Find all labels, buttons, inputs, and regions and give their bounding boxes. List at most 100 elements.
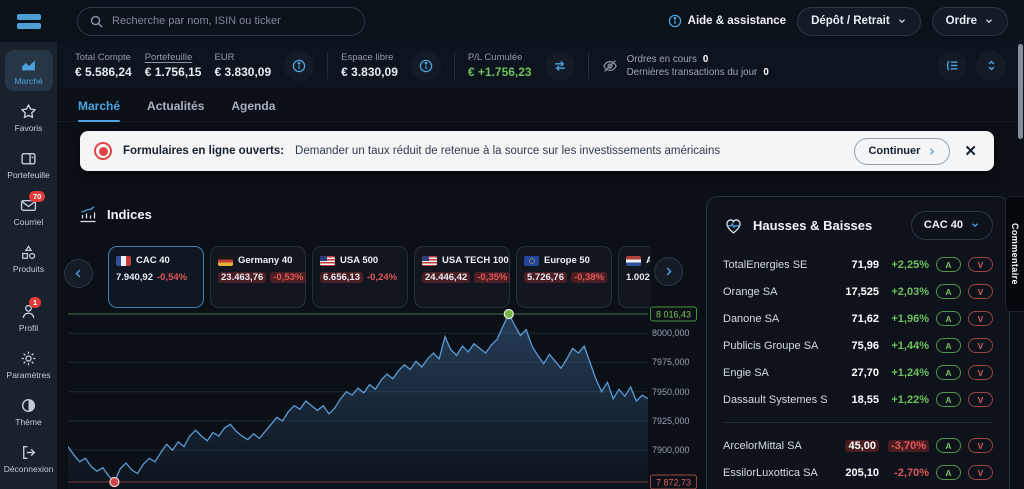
- notification-banner: Formulaires en ligne ouverts: Demander u…: [80, 131, 994, 171]
- sell-button[interactable]: V: [968, 338, 993, 353]
- sell-button[interactable]: V: [968, 311, 993, 326]
- top-actions: Aide & assistance Dépôt / Retrait Ordre: [668, 7, 1024, 36]
- indices-carousel: CAC 407.940,92-0,54%Germany 4023.463,76-…: [78, 246, 650, 310]
- info-icon-button[interactable]: [284, 51, 314, 81]
- sell-button[interactable]: V: [968, 465, 993, 480]
- buy-button[interactable]: A: [936, 338, 961, 353]
- buy-button[interactable]: A: [936, 365, 961, 380]
- buy-button[interactable]: A: [936, 438, 961, 453]
- mover-name: EssilorLuxottica SA: [723, 467, 827, 479]
- mover-row-dassault-systemes-se[interactable]: Dassault Systemes SE18,55+1,22%AV: [723, 386, 993, 413]
- index-card-germany-40[interactable]: Germany 4023.463,76-0,53%: [210, 246, 306, 308]
- mover-change: +1,22%: [879, 394, 929, 406]
- buy-button[interactable]: A: [936, 392, 961, 407]
- orders-label: Ordres en cours: [627, 54, 697, 65]
- activity-log-button[interactable]: [937, 51, 967, 81]
- help-link[interactable]: Aide & assistance: [668, 14, 786, 28]
- mover-price-flash: 45,00: [845, 440, 879, 452]
- deposit-withdraw-label: Dépôt / Retrait: [811, 15, 890, 27]
- mover-change-flash: -3,70%: [888, 440, 929, 452]
- account-segment-label: Espace libre: [341, 52, 398, 63]
- account-segment-label[interactable]: Portefeuille: [145, 52, 202, 63]
- session-high-badge: 8 016,43: [650, 307, 697, 322]
- y-axis-tick: 7950,000: [652, 387, 690, 397]
- sidebar-item-produits[interactable]: Produits: [5, 238, 53, 279]
- buy-button[interactable]: A: [936, 257, 961, 272]
- sell-button[interactable]: V: [968, 392, 993, 407]
- mover-row-totalenergies-se[interactable]: TotalEnergies SE71,99+2,25%AV: [723, 251, 993, 278]
- index-filter-value: CAC 40: [924, 219, 963, 231]
- sidebar-item-label: Favoris: [15, 123, 43, 133]
- tab-agenda[interactable]: Agenda: [231, 90, 275, 121]
- mover-row-arcelormittal-sa[interactable]: ArcelorMittal SA45,00-3,70%AV: [723, 432, 993, 459]
- mover-row-essilorluxottica-sa[interactable]: EssilorLuxottica SA205,10-2,70%AV: [723, 459, 993, 486]
- mover-change: +2,03%: [879, 286, 929, 298]
- sidebar-item-deconnexion[interactable]: Déconnexion: [5, 438, 53, 479]
- top-bar: Recherche par nom, ISIN ou ticker Aide &…: [57, 0, 1024, 42]
- sidebar-item-marche[interactable]: Marché: [5, 50, 53, 91]
- sell-button[interactable]: V: [968, 284, 993, 299]
- mover-row-orange-sa[interactable]: Orange SA17,525+2,03% AV: [723, 278, 993, 305]
- index-card-usa-500[interactable]: USA 5006.656,13-0,24%: [312, 246, 408, 308]
- notification-badge: 1: [29, 297, 41, 308]
- sidebar-item-theme[interactable]: Thème: [5, 391, 53, 432]
- sell-button[interactable]: V: [968, 365, 993, 380]
- flag-de-icon: [218, 256, 233, 266]
- eye-off-icon[interactable]: [602, 58, 618, 74]
- sidebar-item-label: Paramètres: [7, 370, 51, 380]
- mover-name: Orange SA: [723, 286, 827, 298]
- index-price-chart[interactable]: 8000,0007975,0007950,0007925,0007900,000…: [68, 306, 648, 489]
- mover-row-engie-sa[interactable]: Engie SA27,70+1,24%AV: [723, 359, 993, 386]
- app-logo[interactable]: [0, 0, 57, 42]
- tab-actualites[interactable]: Actualités: [147, 90, 204, 121]
- sidebar-item-favoris[interactable]: Favoris: [5, 97, 53, 138]
- index-value: 23.463,76: [218, 272, 266, 283]
- index-card-cac-40[interactable]: CAC 407.940,92-0,54%: [108, 246, 204, 308]
- index-card-usa-tech-100[interactable]: USA TECH 10024.446,42-0,35%: [414, 246, 510, 308]
- collapse-panel-button[interactable]: [976, 51, 1006, 81]
- sidebar-item-portefeuille[interactable]: Portefeuille: [5, 144, 53, 185]
- info-icon-button[interactable]: [411, 51, 441, 81]
- transactions-label: Dernières transactions du jour: [627, 67, 758, 78]
- search-input[interactable]: Recherche par nom, ISIN ou ticker: [77, 7, 365, 36]
- trend-icon: [20, 56, 37, 73]
- mover-row-danone-sa[interactable]: Danone SA71,62+1,96%AV: [723, 305, 993, 332]
- index-card-aex[interactable]: AEX1.002,10+0,14%: [618, 246, 650, 308]
- buy-button[interactable]: A: [936, 284, 961, 299]
- sidebar-item-parametres[interactable]: Paramètres: [5, 344, 53, 385]
- continue-button[interactable]: Continuer: [854, 138, 950, 165]
- account-segment-espace-libre: Espace libre€ 3.830,09: [341, 52, 398, 79]
- y-axis-tick: 7925,000: [652, 416, 690, 426]
- mover-price: 45,00: [827, 440, 879, 452]
- account-actions: [937, 51, 1006, 81]
- sidebar-item-profil[interactable]: 1Profil: [5, 297, 53, 338]
- deposit-withdraw-button[interactable]: Dépôt / Retrait: [797, 7, 921, 36]
- vertical-scrollbar[interactable]: [1018, 44, 1023, 139]
- sell-button[interactable]: V: [968, 438, 993, 453]
- index-filter-dropdown[interactable]: CAC 40: [911, 211, 993, 240]
- index-card-head: Germany 40: [218, 255, 298, 266]
- index-name: AEX: [646, 255, 650, 266]
- index-card-europe-50[interactable]: Europe 505.726,76-0,38%: [516, 246, 612, 308]
- y-axis-tick: 7975,000: [652, 357, 690, 367]
- carousel-next-button[interactable]: [654, 257, 683, 286]
- indices-title: Indices: [107, 207, 152, 222]
- sell-button[interactable]: V: [968, 257, 993, 272]
- mover-price: 17,525: [827, 286, 879, 298]
- buy-button[interactable]: A: [936, 465, 961, 480]
- sidebar-item-courriel[interactable]: 70Courriel: [5, 191, 53, 232]
- close-icon[interactable]: ✕: [961, 142, 980, 160]
- flag-eu-icon: [524, 256, 539, 266]
- indices-header: Indices: [78, 204, 152, 224]
- order-button[interactable]: Ordre: [932, 7, 1008, 36]
- y-axis-tick: 8000,000: [652, 328, 690, 338]
- sidebar-footer-nav: 1Profil Paramètres Thème Déconnexion: [0, 289, 57, 489]
- tab-marche[interactable]: Marché: [78, 90, 120, 121]
- comment-side-tab[interactable]: Commentaire: [1005, 196, 1024, 312]
- swap-arrows-icon-button[interactable]: [545, 51, 575, 81]
- index-name: Europe 50: [544, 255, 590, 266]
- search-placeholder: Recherche par nom, ISIN ou ticker: [112, 15, 281, 27]
- buy-button[interactable]: A: [936, 311, 961, 326]
- mover-row-publicis-groupe-sa[interactable]: Publicis Groupe SA75,96+1,44%AV: [723, 332, 993, 359]
- carousel-prev-button[interactable]: [64, 259, 93, 288]
